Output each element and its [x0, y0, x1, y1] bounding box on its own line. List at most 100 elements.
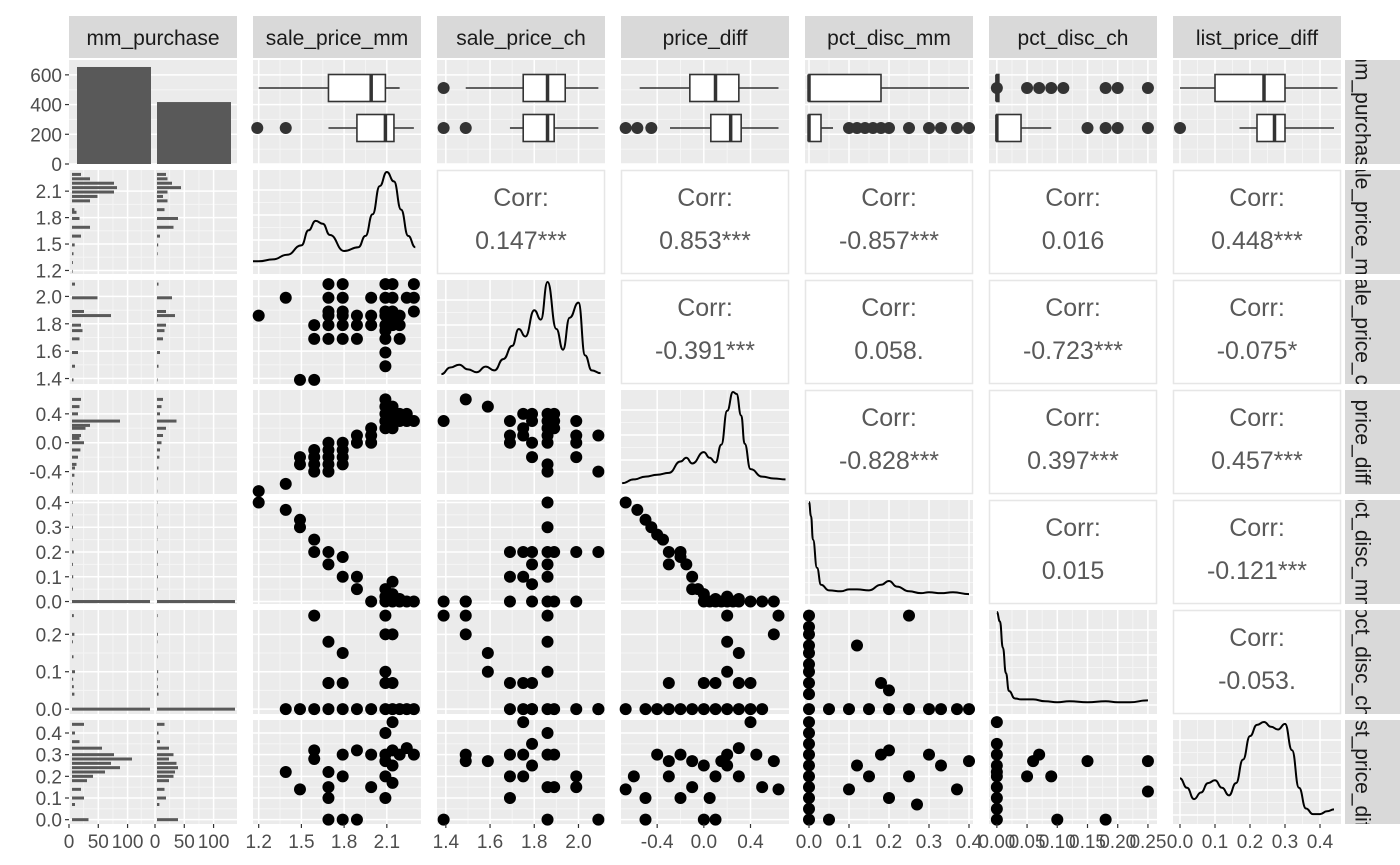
scatter-point: [619, 783, 632, 796]
histogram-bar: [157, 329, 165, 333]
x-tick-label: 0.0: [691, 832, 717, 853]
histogram-bar: [72, 614, 74, 618]
panel-list_price_diff-price_diff: [621, 720, 789, 824]
histogram-bar: [72, 172, 81, 176]
corr-panel-frame: [804, 389, 974, 495]
histogram-bar: [72, 774, 93, 778]
scatter-point: [803, 802, 815, 815]
corr-value: -0.828***: [839, 447, 939, 475]
panel-background: [69, 610, 237, 714]
scatter-point: [686, 781, 699, 794]
scatter-point: [903, 609, 915, 622]
x-tick-label: 0.4: [737, 832, 764, 853]
mm-purchase-bars: [77, 66, 231, 164]
scatter-point: [592, 429, 605, 442]
panel-background: [621, 720, 789, 824]
row-strip-label: sale_price_mm: [1351, 151, 1374, 293]
histogram-bar: [72, 419, 120, 423]
scatter-point: [570, 436, 583, 449]
histogram-bar: [157, 746, 169, 750]
histogram-bar: [157, 351, 160, 355]
scatter-point: [517, 703, 530, 716]
boxplot-list_price_diff: [1174, 73, 1338, 143]
scatter-point: [744, 595, 757, 608]
histogram-bar: [157, 757, 169, 761]
histogram-bar: [157, 600, 235, 604]
scatter-point: [548, 781, 561, 794]
y-tick-label: 1.4: [36, 370, 63, 391]
histogram-bar: [157, 740, 160, 744]
column-strip-list_price_diff: list_price_diff: [1173, 16, 1341, 58]
corr-value: -0.391***: [655, 337, 755, 365]
histogram-bar: [157, 803, 160, 806]
corr-panel-frame: [988, 499, 1158, 605]
x-tick-label: 50: [174, 832, 195, 853]
scatter-point: [1033, 748, 1046, 761]
corr-panel-frame: [620, 279, 790, 385]
column-strip-price_diff: price_diff: [621, 16, 789, 58]
scatter-point: [517, 546, 530, 558]
scatter-point: [1051, 813, 1064, 826]
scatter-point: [365, 319, 378, 332]
y-tick-label: 0.1: [36, 568, 62, 589]
x-tick-label: 0.3: [916, 832, 942, 853]
outlier-point: [1099, 82, 1112, 94]
histogram-bar: [72, 234, 81, 238]
histogram-bar: [157, 252, 158, 256]
scatter-point: [744, 703, 757, 716]
panel-list_price_diff-pct_disc_ch: [989, 720, 1157, 824]
corr-label: Corr:: [493, 184, 549, 212]
panel-sale_price_mm-mm_purchase: [68, 170, 237, 274]
scatter-point: [336, 291, 349, 304]
histogram-bar: [72, 208, 75, 212]
histogram-bar: [72, 740, 80, 744]
histogram-bar: [72, 412, 78, 416]
scatter-point: [1045, 770, 1058, 783]
scatter-point: [697, 813, 710, 826]
panel-list_price_diff-pct_disc_mm: [805, 720, 973, 824]
scatter-point: [756, 595, 769, 608]
scatter-point: [308, 533, 321, 546]
scatter-point: [686, 570, 699, 583]
column-strip-label: sale_price_ch: [456, 27, 586, 50]
column-strip-pct_disc_ch: pct_disc_ch: [989, 16, 1157, 58]
scatter-point: [963, 703, 975, 716]
outlier-point: [251, 122, 264, 134]
scatter-point: [570, 781, 583, 794]
scatter-point: [252, 485, 265, 498]
histogram-bar: [72, 600, 150, 604]
histogram-bar: [72, 677, 74, 681]
scatter-point: [651, 748, 664, 761]
outlier-point: [923, 122, 935, 134]
y-tick-label: 1.5: [36, 235, 62, 256]
scatter-point: [541, 727, 554, 739]
histogram-bar: [157, 753, 174, 757]
scatter-point: [662, 558, 675, 571]
scatter-point: [386, 291, 399, 304]
scatter-point: [631, 503, 644, 516]
strip-bg: [621, 16, 789, 58]
scatter-point: [990, 759, 1003, 772]
scatter-point: [322, 291, 335, 304]
scatter-pct_disc_ch-pct_disc_mm: [803, 609, 975, 716]
corr-label: Corr:: [861, 184, 917, 212]
scatter-point: [592, 546, 605, 558]
panel-background: [253, 610, 421, 714]
scatter-point: [437, 813, 450, 826]
histogram-bar: [72, 562, 73, 566]
scatter-point: [803, 759, 815, 772]
x-tick-label: 1.5: [288, 832, 314, 853]
outlier-point: [1021, 82, 1034, 94]
histogram-bar: [157, 685, 158, 689]
corr-value: 0.397***: [1027, 447, 1119, 475]
scatter-point: [503, 415, 516, 428]
column-strip-sale_price_ch: sale_price_ch: [437, 16, 605, 58]
scatter-list_price_diff-price_diff: [619, 716, 785, 826]
histogram-bar: [157, 655, 158, 659]
corr-value: 0.147***: [475, 227, 567, 255]
y-tick-label: 0.0: [36, 434, 62, 455]
x-tick-label: 1.4: [433, 832, 460, 853]
outlier-point: [437, 82, 450, 94]
scatter-point: [503, 546, 516, 558]
scatter-pct_disc_mm-sale_price_mm: [252, 496, 420, 608]
